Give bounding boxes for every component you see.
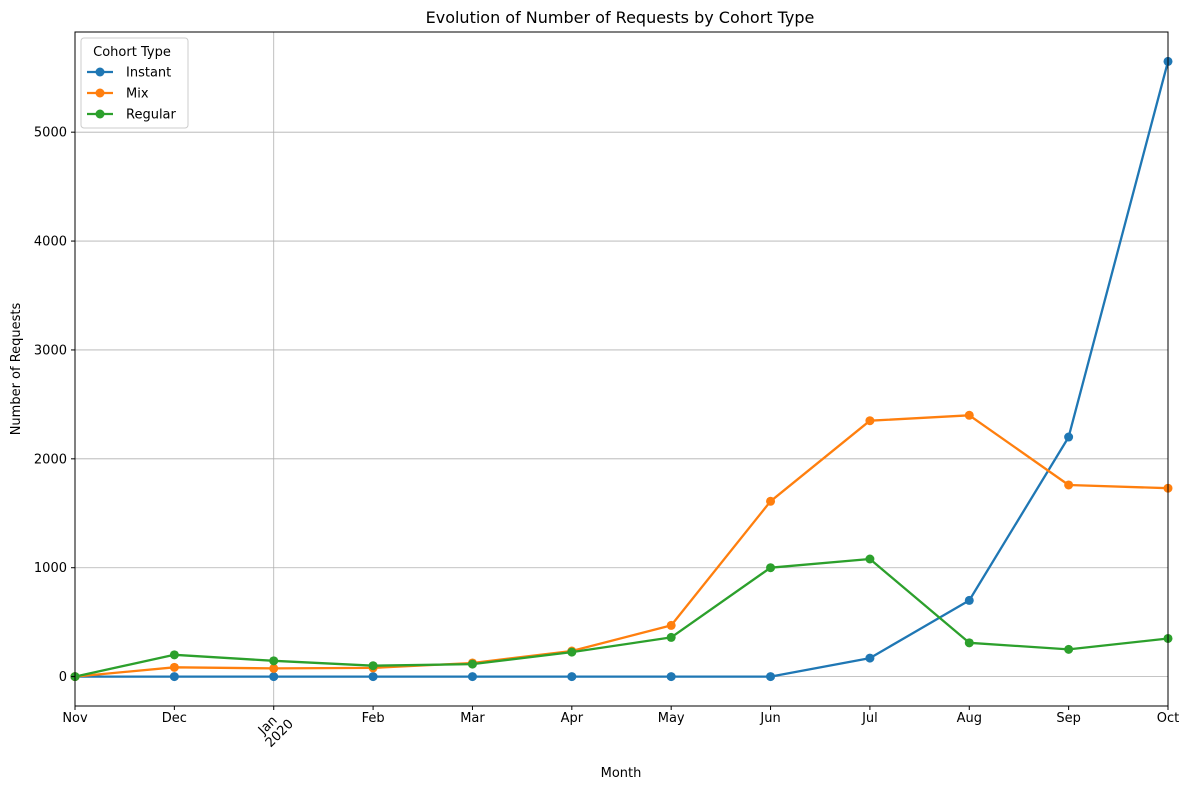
x-tick-label: Aug bbox=[957, 711, 982, 726]
legend-label: Mix bbox=[126, 87, 149, 102]
data-point-instant bbox=[567, 672, 577, 682]
x-tick-label: Nov bbox=[62, 711, 88, 726]
y-axis-ticks: 0 1000 2000 3000 4000 5000 bbox=[34, 126, 75, 685]
data-point-instant bbox=[865, 653, 875, 663]
legend-title: Cohort Type bbox=[93, 45, 171, 60]
x-tick-label: May bbox=[658, 711, 685, 726]
series-regular bbox=[70, 554, 1173, 682]
data-point-instant bbox=[368, 672, 378, 682]
data-point-mix bbox=[964, 410, 974, 420]
series-lines bbox=[70, 56, 1173, 682]
data-point-mix bbox=[666, 620, 676, 630]
y-tick-label: 3000 bbox=[34, 343, 67, 358]
y-tick-label: 0 bbox=[59, 670, 67, 685]
data-point-instant bbox=[467, 672, 477, 682]
y-tick-label: 1000 bbox=[34, 561, 67, 576]
legend: Cohort Type Instant Mix Regular bbox=[80, 37, 189, 129]
data-point-regular bbox=[865, 554, 875, 564]
y-tick-label: 5000 bbox=[34, 126, 67, 141]
data-point-mix bbox=[766, 496, 776, 506]
y-tick-label: 4000 bbox=[34, 235, 67, 250]
y-axis-title: Number of Requests bbox=[9, 302, 24, 435]
data-point-regular bbox=[368, 661, 378, 671]
x-tick-label: Mar bbox=[460, 711, 485, 726]
chart-title: Evolution of Number of Requests by Cohor… bbox=[426, 8, 815, 27]
legend-box bbox=[80, 37, 189, 129]
legend-item-instant: Instant bbox=[87, 66, 171, 81]
data-point-regular bbox=[964, 638, 974, 648]
x-axis-title: Month bbox=[601, 766, 642, 781]
data-point-regular bbox=[766, 563, 776, 573]
legend-label: Regular bbox=[126, 108, 177, 123]
data-point-mix bbox=[269, 663, 279, 673]
data-point-mix bbox=[169, 662, 179, 672]
x-tick-label: Feb bbox=[362, 711, 385, 726]
x-axis-ticks: Nov Dec Jan2020 Feb Mar Apr May Jun Jul Aug Sep Oct bbox=[62, 706, 1179, 751]
legend-swatch-marker bbox=[95, 109, 105, 119]
data-point-instant bbox=[1064, 432, 1074, 442]
series-line-mix bbox=[74, 414, 1169, 678]
legend-swatch-marker bbox=[95, 67, 105, 77]
data-point-regular bbox=[169, 650, 179, 660]
x-tick-label: Jun bbox=[759, 711, 780, 726]
data-point-regular bbox=[467, 659, 477, 669]
x-tick-label: Dec bbox=[162, 711, 187, 726]
x-tick-label: Sep bbox=[1056, 711, 1081, 726]
data-point-regular bbox=[269, 656, 279, 666]
legend-label: Instant bbox=[126, 66, 171, 81]
legend-item-mix: Mix bbox=[87, 87, 149, 102]
x-tick-label: Jul bbox=[861, 711, 878, 726]
series-line-regular bbox=[74, 557, 1169, 678]
data-point-instant bbox=[666, 672, 676, 682]
data-point-mix bbox=[865, 416, 875, 426]
data-point-regular bbox=[1064, 644, 1074, 654]
y-tick-label: 2000 bbox=[34, 452, 67, 467]
data-point-instant bbox=[766, 672, 776, 682]
data-point-instant bbox=[169, 672, 179, 682]
x-tick-label: Oct bbox=[1157, 711, 1179, 726]
series-line-instant bbox=[75, 61, 1170, 678]
legend-item-regular: Regular bbox=[87, 108, 177, 123]
legend-swatch-marker bbox=[95, 88, 105, 98]
data-point-instant bbox=[269, 672, 279, 682]
data-point-regular bbox=[567, 647, 577, 657]
x-tick-label: Apr bbox=[561, 711, 584, 726]
data-point-mix bbox=[1064, 480, 1074, 490]
plot-frame bbox=[74, 31, 1169, 707]
data-point-instant bbox=[964, 595, 974, 605]
data-point-regular bbox=[666, 632, 676, 642]
